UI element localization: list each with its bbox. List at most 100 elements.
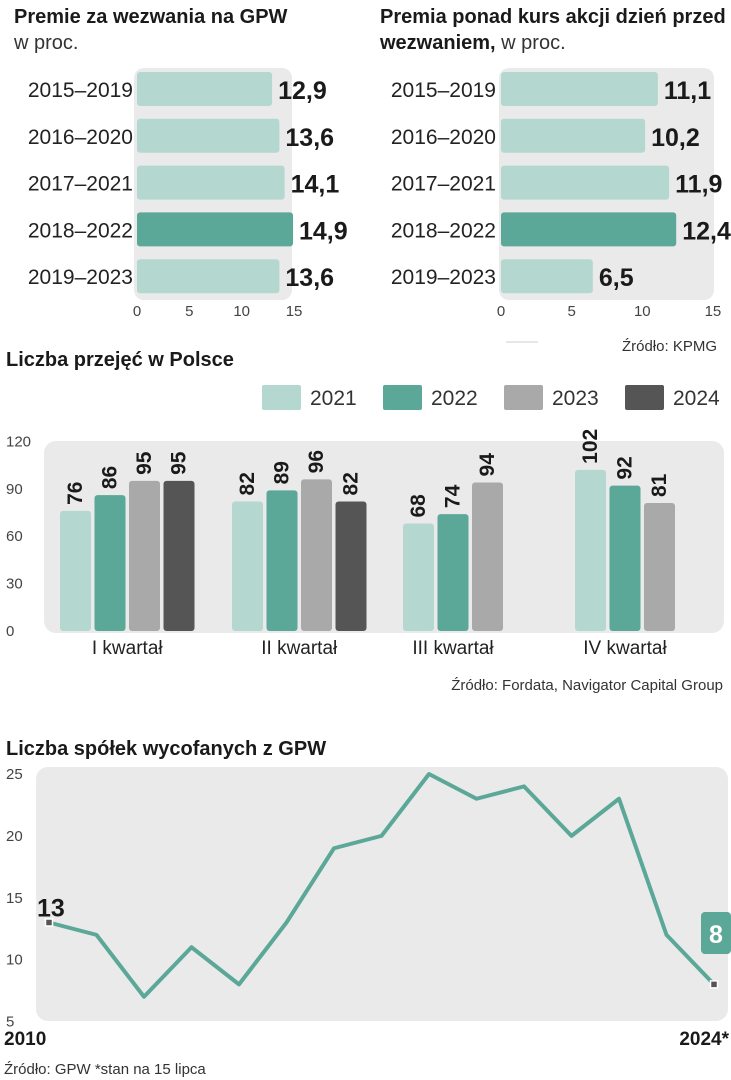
c1-x-tick: 10	[233, 303, 250, 320]
c2-value-label: 10,2	[651, 124, 700, 152]
quarter-bar-value: 96	[305, 450, 328, 473]
przejecia-chart: Liczba przejęć w Polsce 2021 2022 2023 2024…	[6, 349, 724, 694]
legend-swatch	[383, 385, 422, 410]
c1-bar	[137, 259, 280, 294]
y-tick: 20	[6, 828, 23, 845]
quarter-bar	[301, 479, 332, 631]
premia-kurs-chart-subtitle: wezwaniem, w proc.	[379, 32, 566, 54]
c2-bar	[501, 212, 677, 247]
quarter-bar-value: 95	[168, 451, 191, 475]
quarter-label: IV kwartał	[583, 638, 667, 659]
c2-bar	[501, 259, 593, 294]
legend-swatch	[262, 385, 301, 410]
c2-x-tick: 5	[567, 303, 575, 320]
x-end-label: 2024*	[679, 1029, 729, 1050]
premia-kurs-chart-subtitle-rest: w proc.	[496, 32, 566, 54]
c1-value-label: 13,6	[285, 264, 334, 292]
kpmg-source: Źródło: KPMG	[622, 338, 717, 355]
c2-x-tick: 15	[705, 303, 722, 320]
c1-category-label: 2017–2021	[28, 173, 133, 196]
quarter-bar-value: 68	[407, 494, 430, 518]
last-point-badge	[701, 912, 731, 954]
przejecia-legend: 2021 2022 2023 2024	[262, 385, 720, 410]
c2-x-tick: 0	[497, 303, 505, 320]
quarter-bar	[335, 501, 367, 631]
c1-x-tick: 0	[133, 303, 141, 320]
quarter-label: I kwartał	[92, 638, 164, 659]
legend-label: 2024	[673, 387, 720, 410]
y-tick: 60	[6, 528, 23, 545]
wycofane-chart: Liczba spółek wycofanych z GPW 5 10 15 20 25…	[4, 738, 731, 1078]
quarter-bar	[472, 482, 503, 631]
premia-kurs-chart-subtitle-bold: wezwaniem,	[379, 32, 496, 54]
quarter-bar	[232, 501, 263, 631]
c2-value-label: 12,4	[682, 217, 731, 245]
legend-label: 2023	[552, 387, 599, 410]
wycofane-chart-panel	[36, 767, 728, 1021]
quarter-bar-value: 86	[99, 466, 122, 489]
quarter-bar	[60, 510, 91, 631]
c1-bar	[137, 165, 285, 200]
last-point-marker	[709, 980, 719, 989]
quarter-bar-value: 89	[271, 461, 294, 484]
przejecia-chart-panel	[44, 441, 724, 633]
delisted-line	[47, 772, 716, 999]
quarter-bar-value: 81	[648, 473, 671, 497]
c2-bar	[501, 165, 670, 200]
c2-bar	[501, 118, 646, 153]
wycofane-chart-title: Liczba spółek wycofanych z GPW	[6, 738, 326, 760]
c2-bar	[501, 72, 658, 106]
y-tick: 0	[6, 623, 14, 640]
c2-value-label: 11,9	[675, 171, 722, 199]
quarter-bar	[575, 469, 606, 631]
c1-bar	[137, 118, 280, 153]
quarter-bar-value: 95	[133, 451, 156, 475]
gpw-source: Źródło: GPW *stan na 15 lipca	[4, 1061, 206, 1078]
c1-value-label: 14,9	[299, 217, 348, 245]
quarter-bar	[644, 503, 675, 631]
quarter-bar-value: 82	[340, 472, 363, 495]
c1-value-label: 13,6	[285, 124, 334, 152]
quarter-bar	[403, 523, 434, 631]
c1-x-tick: 5	[185, 303, 193, 320]
c1-category-label: 2018–2022	[28, 219, 133, 242]
premia-kurs-chart: Premia ponad kurs akcji dzień przed wezw…	[379, 6, 731, 355]
c2-category-label: 2017–2021	[391, 173, 496, 196]
y-tick: 30	[6, 576, 23, 593]
first-point-label: 13	[37, 895, 65, 923]
quarter-bar	[437, 514, 469, 631]
c2-value-label: 11,1	[664, 77, 711, 105]
c1-category-label: 2016–2020	[28, 126, 133, 149]
c1-bar	[137, 212, 294, 247]
quarter-bar-value: 82	[236, 472, 259, 495]
c1-value-label: 12,9	[278, 77, 327, 105]
c1-category-label: 2019–2023	[28, 266, 133, 289]
quarter-bar-value: 92	[614, 456, 637, 479]
y-tick: 15	[6, 890, 23, 907]
przejecia-chart-title: Liczba przejęć w Polsce	[6, 349, 234, 371]
c2-x-tick: 10	[634, 303, 651, 320]
c1-bar	[137, 72, 273, 106]
y-tick: 90	[6, 481, 23, 498]
first-point-marker	[44, 918, 54, 927]
quarter-bar-value: 76	[64, 482, 87, 505]
quarter-bar	[163, 480, 195, 631]
quarter-bar	[129, 480, 160, 631]
y-tick: 10	[6, 952, 23, 969]
c1-x-tick: 15	[286, 303, 303, 320]
quarter-bar-value: 74	[442, 484, 465, 508]
premie-chart-title: Premie za wezwania na GPW	[14, 6, 288, 28]
y-tick: 120	[6, 433, 31, 450]
legend-swatch	[504, 385, 543, 410]
quarter-label: II kwartał	[261, 638, 338, 659]
legend-label: 2021	[310, 387, 357, 410]
c2-value-label: 6,5	[599, 264, 634, 292]
c2-category-label: 2015–2019	[391, 79, 496, 102]
premie-chart-subtitle: w proc.	[13, 32, 78, 54]
quarter-bar	[94, 495, 126, 631]
quarter-label: III kwartał	[412, 638, 494, 659]
quarter-bar	[266, 490, 298, 631]
c1-value-label: 14,1	[291, 171, 340, 199]
y-tick: 5	[6, 1014, 14, 1031]
quarter-bar-value: 102	[579, 429, 602, 464]
